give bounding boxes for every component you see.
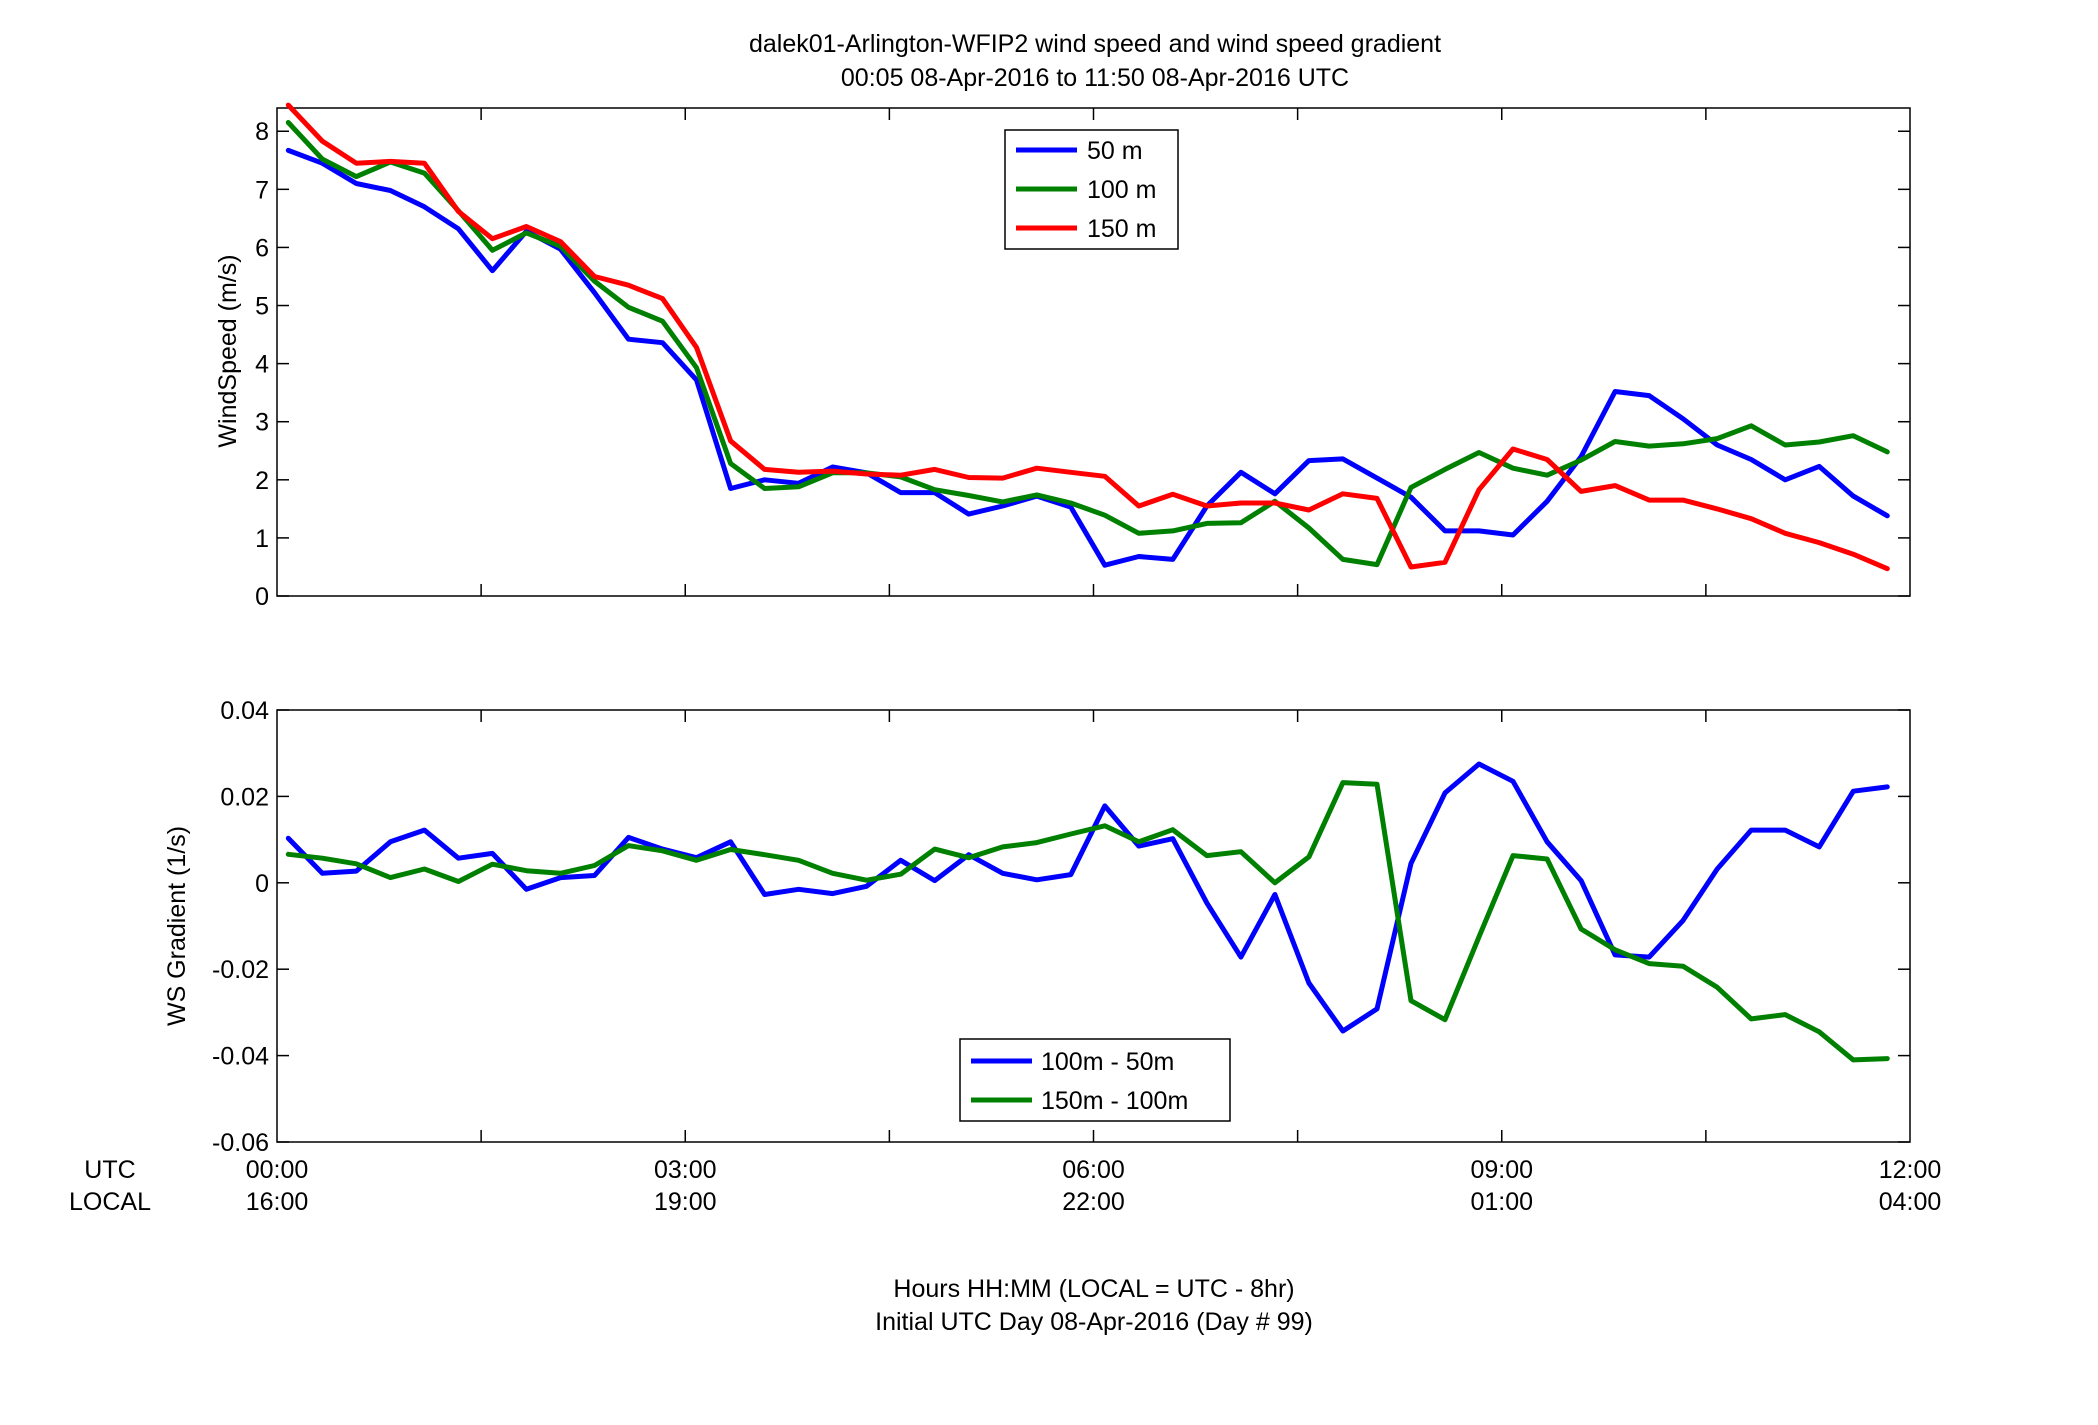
wind-speed-x-ticks [480, 108, 1707, 596]
x-axis-label-line2: Initial UTC Day 08-Apr-2016 (Day # 99) [875, 1308, 1313, 1336]
legend-label-100m: 100 m [1087, 176, 1156, 204]
gradient-y-tick-label: 0.04 [220, 697, 269, 725]
gradient-y-ticks: -0.06 -0.04 -0.02 0 0.02 0.04 [212, 697, 1910, 1157]
utc-tick-label: 12:00 [1879, 1156, 1942, 1184]
local-tick-label: 01:00 [1470, 1188, 1533, 1216]
legend-label-150m: 150 m [1087, 215, 1156, 243]
utc-tick-label: 00:00 [246, 1156, 309, 1184]
local-tick-label: 19:00 [654, 1188, 717, 1216]
gradient-y-tick-label: -0.02 [212, 956, 269, 984]
chart-subtitle: 00:05 08-Apr-2016 to 11:50 08-Apr-2016 U… [841, 64, 1349, 92]
utc-tick-label: 06:00 [1062, 1156, 1125, 1184]
wind-speed-y-tick-label: 2 [255, 467, 269, 495]
wind-speed-y-tick-label: 7 [255, 176, 269, 204]
utc-tick-label: 09:00 [1470, 1156, 1533, 1184]
series-line-150m-100m [285, 780, 1890, 1063]
gradient-y-tick-label: 0.02 [220, 783, 269, 811]
wind-speed-y-tick-label: 0 [255, 583, 269, 611]
wind-speed-y-tick-label: 6 [255, 234, 269, 262]
wind-speed-y-tick-label: 5 [255, 293, 269, 321]
utc-row-label: UTC [84, 1156, 135, 1184]
x-axis-label-line1: Hours HH:MM (LOCAL = UTC - 8hr) [893, 1275, 1294, 1303]
wind-speed-y-tick-label: 3 [255, 409, 269, 437]
legend-label-100m-50m: 100m - 50m [1041, 1048, 1174, 1076]
local-tick-label: 16:00 [246, 1188, 309, 1216]
legend-label-50m: 50 m [1087, 137, 1143, 165]
wind-speed-legend: 50 m 100 m 150 m [1004, 129, 1179, 250]
gradient-panel: -0.06 -0.04 -0.02 0 0.02 0.04 WS Gradient (1/… [163, 697, 1911, 1157]
gradient-y-tick-label: 0 [255, 870, 269, 898]
wind-speed-panel: 0 1 2 3 4 5 6 7 8 WindSpeed (m/s) 50 m 100 m 150… [214, 102, 1911, 611]
wind-speed-y-tick-label: 8 [255, 118, 269, 146]
local-tick-label: 04:00 [1879, 1188, 1942, 1216]
series-line-100m [285, 120, 1890, 568]
gradient-legend-box [959, 1038, 1231, 1122]
wind-speed-y-ticks: 0 1 2 3 4 5 6 7 8 [255, 118, 1910, 611]
wind-speed-lines [285, 102, 1890, 572]
legend-label-150m-100m: 150m - 100m [1041, 1087, 1188, 1115]
time-tick-labels: 00:00 16:00 03:00 19:00 06:00 22:00 09:00 01:00… [246, 1156, 1942, 1216]
chart-title: dalek01-Arlington-WFIP2 wind speed and w… [749, 30, 1441, 58]
series-line-100m-50m [285, 761, 1890, 1034]
gradient-lines [285, 761, 1890, 1063]
wind-speed-y-tick-label: 4 [255, 351, 269, 379]
wind-speed-y-label: WindSpeed (m/s) [214, 254, 242, 447]
gradient-y-label: WS Gradient (1/s) [163, 826, 191, 1026]
series-line-150m [285, 102, 1890, 572]
gradient-x-ticks [480, 710, 1707, 1142]
utc-tick-label: 03:00 [654, 1156, 717, 1184]
wind-speed-y-tick-label: 1 [255, 525, 269, 553]
gradient-y-tick-label: -0.04 [212, 1043, 269, 1071]
time-axis-labels: UTC LOCAL 00:00 16:00 03:00 19:00 06:00 22:00… [69, 1156, 1941, 1336]
gradient-y-tick-label: -0.06 [212, 1129, 269, 1157]
local-tick-label: 22:00 [1062, 1188, 1125, 1216]
gradient-legend: 100m - 50m 150m - 100m [959, 1038, 1231, 1122]
local-row-label: LOCAL [69, 1188, 151, 1216]
